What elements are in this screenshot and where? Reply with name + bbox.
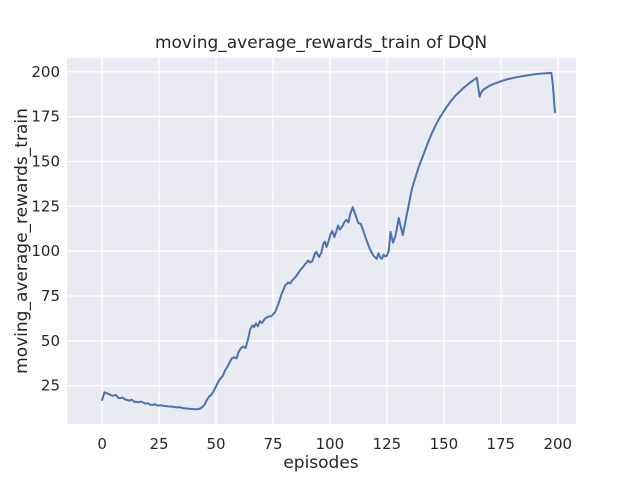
- y-tick-label: 175: [31, 108, 60, 126]
- y-tick-label: 100: [31, 242, 60, 260]
- chart-title: moving_average_rewards_train of DQN: [155, 33, 487, 53]
- dqn-reward-line-series: [101, 71, 556, 411]
- y-tick-label: 75: [41, 287, 60, 305]
- y-tick-label: 200: [31, 63, 60, 81]
- y-axis-tick-labels: 25 50 75 100 125 150 175 200: [31, 63, 60, 395]
- y-axis-label: moving_average_rewards_train: [12, 108, 32, 374]
- x-axis-label: episodes: [283, 453, 358, 473]
- y-tick-label: 150: [31, 153, 60, 171]
- x-tick-label: 0: [97, 435, 107, 453]
- y-tick-label: 125: [31, 197, 60, 215]
- x-tick-label: 200: [543, 435, 572, 453]
- x-tick-label: 150: [430, 435, 459, 453]
- x-tick-label: 175: [486, 435, 515, 453]
- x-tick-label: 100: [316, 435, 345, 453]
- y-tick-label: 50: [41, 332, 60, 350]
- x-tick-label: 50: [206, 435, 225, 453]
- x-tick-label: 25: [149, 435, 168, 453]
- y-tick-label: 25: [41, 377, 60, 395]
- plot-area: [67, 58, 576, 424]
- x-tick-label: 75: [263, 435, 282, 453]
- x-gridlines: [101, 58, 559, 424]
- x-tick-label: 125: [373, 435, 402, 453]
- x-axis-tick-labels: 0 25 50 75 100 125 150 175 200: [97, 435, 572, 453]
